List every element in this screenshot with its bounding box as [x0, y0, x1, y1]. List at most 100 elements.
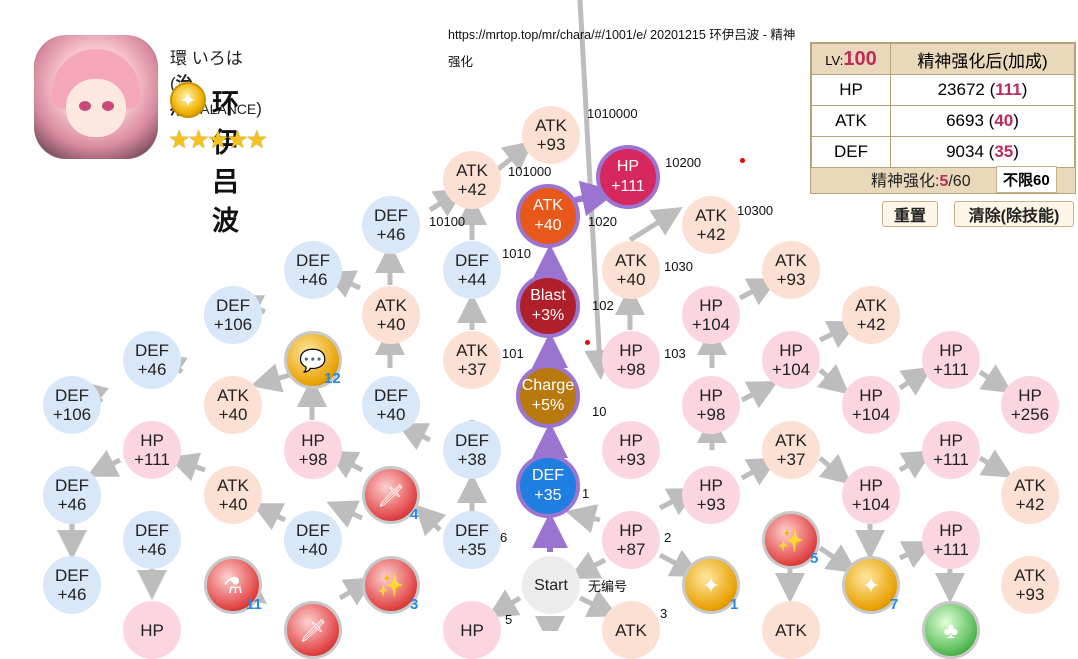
node-value: +40	[376, 315, 406, 334]
node-def[interactable]: DEF +106	[43, 376, 101, 434]
enhancement-board: ATK +93 ATK +42 HP +111 DEF +46 ATK +40 ATK +42 DEF +…	[43, 0, 1059, 659]
skill-node-icon[interactable]: ✨	[762, 511, 820, 569]
node-value: +98	[616, 360, 646, 379]
attribute-light-icon: ✦	[170, 82, 206, 118]
stat-value-cell: 23672 (111)	[890, 74, 1075, 106]
node-hp[interactable]: HP +98	[602, 331, 660, 389]
unlimit-toggle[interactable]: 不限60	[996, 166, 1057, 193]
node-atk[interactable]: ATK +93	[762, 241, 820, 299]
node-atk[interactable]: ATK +40	[516, 184, 580, 248]
node-def[interactable]: DEF +46	[43, 556, 101, 614]
node-def[interactable]: DEF +35	[443, 511, 501, 569]
stat-bonus: 111	[995, 80, 1022, 99]
node-hp[interactable]: HP	[123, 601, 181, 659]
skill-node-icon[interactable]: ✦	[682, 556, 740, 614]
node-atk[interactable]: ATK +93	[522, 106, 580, 164]
node-hp[interactable]: HP +93	[682, 466, 740, 524]
node-code: 6	[500, 530, 508, 545]
node-type: DEF	[216, 296, 250, 315]
node-atk[interactable]: ATK +40	[362, 286, 420, 344]
node-type: ATK	[456, 161, 488, 180]
node-value: +44	[457, 270, 487, 289]
skill-node-icon[interactable]: 🗡	[284, 601, 342, 659]
node-charge[interactable]: Charge +5%	[516, 364, 580, 428]
node-hp[interactable]: HP +93	[602, 421, 660, 479]
node-atk[interactable]: ATK +37	[762, 421, 820, 479]
node-code: 1020	[588, 214, 617, 229]
node-hp[interactable]: HP +256	[1001, 376, 1059, 434]
node-atk[interactable]: ATK +40	[602, 241, 660, 299]
node-atk[interactable]: ATK +42	[682, 196, 740, 254]
node-type: DEF	[455, 431, 489, 450]
node-def[interactable]: DEF +40	[284, 511, 342, 569]
skill-node-icon[interactable]: ✨	[362, 556, 420, 614]
node-atk[interactable]: ATK +42	[443, 151, 501, 209]
node-def[interactable]: DEF +38	[443, 421, 501, 479]
node-def[interactable]: DEF +44	[443, 241, 501, 299]
enhance-count: 精神强化:5/60	[871, 167, 971, 191]
node-atk[interactable]: ATK +42	[842, 286, 900, 344]
node-hp[interactable]: HP +104	[842, 466, 900, 524]
node-hp[interactable]: HP +104	[762, 331, 820, 389]
node-type: ATK	[615, 251, 647, 270]
node-hp[interactable]: HP +111	[922, 421, 980, 479]
skill-node-icon[interactable]: ✦	[842, 556, 900, 614]
node-type: ATK	[456, 341, 488, 360]
node-def[interactable]: DEF +106	[204, 286, 262, 344]
node-type: ATK	[535, 116, 567, 135]
node-hp[interactable]: HP +111	[922, 331, 980, 389]
skill-node-icon[interactable]: ♣	[922, 601, 980, 659]
node-hp[interactable]: HP +98	[284, 421, 342, 479]
node-hp[interactable]: HP +111	[596, 145, 660, 209]
node-type: DEF	[135, 521, 169, 540]
node-atk[interactable]: ATK +42	[1001, 466, 1059, 524]
node-value: +93	[696, 495, 726, 514]
skill-node-icon[interactable]: ⚗	[204, 556, 262, 614]
node-def[interactable]: DEF +35	[516, 454, 580, 518]
node-value: +104	[851, 495, 891, 514]
clear-button[interactable]: 清除(除技能)	[954, 201, 1074, 227]
node-type: ATK	[217, 386, 249, 405]
node-hp[interactable]: HP +111	[123, 421, 181, 479]
node-atk[interactable]: ATK +37	[443, 331, 501, 389]
node-atk[interactable]: ATK +93	[1001, 556, 1059, 614]
node-type: ATK	[695, 206, 727, 225]
node-type: HP	[140, 431, 164, 450]
node-type: DEF	[374, 206, 408, 225]
node-hp[interactable]: HP +98	[682, 376, 740, 434]
node-type: HP	[301, 431, 325, 450]
node-atk[interactable]: ATK	[602, 601, 660, 659]
node-value: +42	[457, 180, 487, 199]
node-type: ATK	[1014, 476, 1046, 495]
node-def[interactable]: DEF +40	[362, 376, 420, 434]
node-hp[interactable]: HP +87	[602, 511, 660, 569]
skill-glyph: ✨	[377, 572, 405, 598]
node-def[interactable]: DEF +46	[123, 331, 181, 389]
node-type: DEF	[296, 521, 330, 540]
reset-button[interactable]: 重置	[882, 201, 938, 227]
node-hp[interactable]: HP	[443, 601, 501, 659]
node-value: +40	[218, 405, 248, 424]
skill-node-icon[interactable]: 🗡	[362, 466, 420, 524]
node-value: +111	[611, 178, 645, 195]
node-def[interactable]: DEF +46	[43, 466, 101, 524]
node-atk[interactable]: ATK +40	[204, 466, 262, 524]
skill-node-icon[interactable]: 💬	[284, 331, 342, 389]
node-start[interactable]: Start	[522, 556, 580, 614]
node-atk[interactable]: ATK	[762, 601, 820, 659]
node-hp[interactable]: HP +111	[922, 511, 980, 569]
node-blast[interactable]: Blast +3%	[516, 274, 580, 338]
node-type: DEF	[55, 386, 89, 405]
node-hp[interactable]: HP +104	[682, 286, 740, 344]
node-value: +46	[376, 225, 406, 244]
skill-glyph: ✦	[861, 572, 881, 598]
skill-glyph: 🗡	[299, 617, 327, 643]
node-atk[interactable]: ATK +40	[204, 376, 262, 434]
node-def[interactable]: DEF +46	[284, 241, 342, 299]
rarity-stars-icon: ★★★★★	[168, 126, 268, 154]
node-def[interactable]: DEF +46	[362, 196, 420, 254]
skill-number-badge: 12	[324, 370, 341, 387]
node-type: Blast	[530, 287, 566, 304]
node-def[interactable]: DEF +46	[123, 511, 181, 569]
node-hp[interactable]: HP +104	[842, 376, 900, 434]
